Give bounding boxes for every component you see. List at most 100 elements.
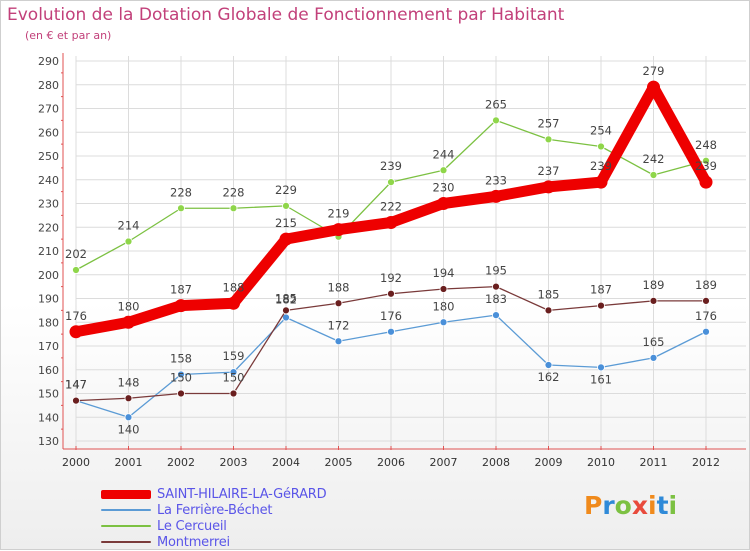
data-label: 248	[695, 138, 717, 152]
data-point	[177, 389, 185, 398]
y-tick-label: 140	[38, 411, 59, 424]
y-tick-label: 280	[38, 79, 59, 92]
data-point	[124, 394, 133, 403]
data-label: 189	[695, 278, 717, 292]
legend-swatch	[101, 525, 151, 527]
data-label: 279	[643, 64, 665, 78]
x-tick-label: 2002	[167, 456, 195, 469]
x-tick-label: 2012	[692, 456, 720, 469]
data-point	[597, 363, 605, 372]
data-label: 244	[433, 147, 455, 161]
data-label: 180	[433, 299, 455, 313]
data-point	[492, 282, 500, 291]
data-label-layer: 202 214 228 228 229 239 244 265 257 254 242 248 147 1…	[65, 64, 717, 436]
data-point	[492, 311, 500, 320]
data-label: 202	[65, 247, 87, 261]
data-label: 228	[223, 185, 245, 199]
data-label: 195	[485, 264, 507, 278]
data-label: 239	[590, 159, 612, 173]
logo-letter: x	[631, 491, 648, 520]
y-tick-label: 190	[38, 293, 59, 306]
legend-label: SAINT-HILAIRE-LA-GéRARD	[157, 486, 327, 502]
data-point	[437, 197, 450, 210]
x-tick-label: 2011	[640, 456, 668, 469]
legend-swatch	[101, 489, 151, 499]
data-point	[544, 306, 553, 315]
data-point	[387, 289, 395, 298]
x-tick-label: 2003	[220, 456, 248, 469]
y-tick-label: 200	[38, 269, 59, 282]
y-tick-label: 250	[38, 150, 59, 163]
data-label: 147	[65, 378, 87, 392]
data-label: 150	[170, 371, 192, 385]
data-label: 185	[275, 291, 297, 305]
chart-subtitle: (en € et par an)	[25, 29, 112, 42]
data-point	[334, 299, 343, 308]
data-label: 257	[538, 116, 560, 130]
grid-layer	[75, 56, 746, 446]
x-tick-label: 2010	[587, 456, 615, 469]
data-point	[334, 337, 343, 346]
data-label: 265	[485, 97, 507, 111]
data-point	[174, 299, 188, 313]
y-tick-label: 130	[38, 435, 59, 448]
legend-item: SAINT-HILAIRE-LA-GéRARD	[101, 486, 327, 502]
data-label: 194	[433, 266, 455, 280]
data-label: 176	[695, 309, 717, 323]
y-tick-label: 230	[38, 198, 59, 211]
x-tick-label: 2007	[430, 456, 458, 469]
data-label: 192	[380, 271, 402, 285]
data-label: 187	[170, 283, 192, 297]
logo-letter: o	[614, 491, 632, 520]
data-label: 187	[590, 283, 612, 297]
axis-layer: 130 140 150 160 170 180 190 200 210 220 230 240 250 2…	[38, 53, 746, 469]
data-point	[544, 135, 553, 144]
data-label: 182	[275, 293, 297, 307]
data-label: 180	[118, 299, 140, 313]
data-label: 147	[65, 378, 87, 392]
data-label: 215	[275, 216, 297, 230]
data-point	[439, 318, 448, 327]
data-point	[282, 306, 290, 315]
x-tick-label: 2008	[482, 456, 510, 469]
data-point	[227, 296, 240, 310]
data-point	[702, 156, 710, 165]
data-point	[229, 368, 238, 377]
data-point	[124, 237, 133, 246]
data-label: 233	[485, 173, 507, 187]
data-label: 237	[538, 164, 560, 178]
data-label: 228	[170, 185, 192, 199]
data-label: 230	[433, 181, 455, 195]
x-tick-label: 2006	[377, 456, 405, 469]
data-label: 183	[485, 292, 507, 306]
data-label: 176	[380, 309, 402, 323]
data-point	[387, 178, 395, 187]
data-point	[69, 325, 83, 339]
data-label: 229	[275, 183, 297, 197]
y-tick-label: 150	[38, 388, 59, 401]
data-point	[124, 413, 133, 422]
data-point	[702, 296, 710, 305]
data-label: 222	[380, 200, 402, 214]
data-label: 239	[380, 159, 402, 173]
data-point	[177, 370, 185, 379]
y-tick-label: 290	[38, 55, 59, 68]
data-label: 176	[65, 309, 87, 323]
data-label: 159	[223, 349, 245, 363]
data-point	[229, 204, 238, 213]
data-label: 189	[643, 278, 665, 292]
logo-letter: t	[656, 491, 669, 520]
data-label: 239	[695, 159, 717, 173]
data-point	[177, 204, 185, 213]
data-label: 150	[223, 371, 245, 385]
data-label: 162	[538, 370, 560, 384]
data-point	[649, 296, 658, 305]
data-point	[279, 232, 293, 246]
y-tick-label: 220	[38, 221, 59, 234]
data-label: 188	[328, 280, 350, 294]
data-label: 214	[118, 219, 140, 233]
logo-letter: P	[584, 491, 603, 520]
data-point	[229, 389, 238, 398]
data-point	[489, 189, 503, 203]
data-point	[387, 327, 395, 336]
